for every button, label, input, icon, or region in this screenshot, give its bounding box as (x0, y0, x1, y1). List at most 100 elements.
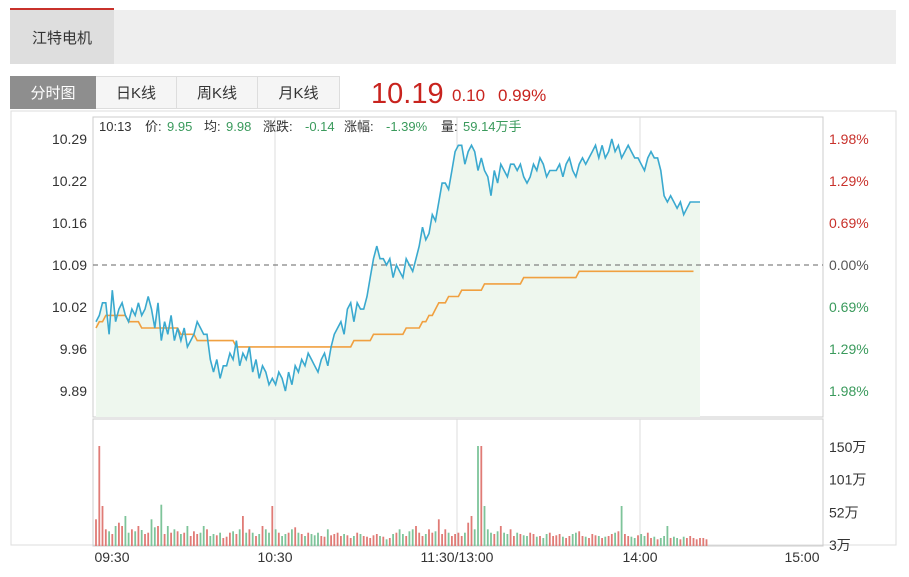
volume-bar (121, 526, 123, 546)
volume-bar (359, 534, 362, 546)
volume-bar (209, 536, 212, 546)
stock-name: 江特电机 (31, 29, 92, 47)
volume-bar (444, 529, 447, 546)
volume-bar (496, 531, 499, 546)
y-tick-right: 0.00% (829, 257, 869, 273)
stock-name-tab[interactable]: 江特电机 (10, 8, 114, 64)
volume-bar (679, 539, 682, 546)
y-tick-left: 9.96 (60, 341, 87, 357)
y-tick-right: 1.29% (829, 341, 869, 357)
volume-bar (418, 532, 421, 546)
volume-bar (666, 526, 669, 546)
info-change-label: 涨跌: (263, 119, 293, 134)
volume-bars (95, 446, 708, 546)
chart-frame (10, 110, 897, 546)
volume-bar (519, 534, 522, 546)
volume-bar (271, 506, 274, 546)
volume-bar (571, 534, 574, 546)
volume-bar (108, 531, 110, 546)
volume-bar (646, 532, 649, 546)
volume-bar (699, 538, 701, 546)
volume-bar (104, 529, 107, 546)
volume-pane-border (92, 418, 824, 547)
volume-bar (304, 536, 306, 546)
tab-monthly-k[interactable]: 月K线 (258, 76, 340, 109)
volume-tick: 3万 (829, 537, 851, 553)
y-tick-right: 1.98% (829, 383, 869, 399)
x-tick: 14:00 (622, 549, 657, 565)
volume-bar (597, 536, 600, 546)
x-tick: 09:30 (94, 549, 129, 565)
volume-bar (529, 532, 532, 546)
volume-bar (114, 526, 117, 546)
volume-bar (392, 534, 394, 546)
volume-bar (682, 536, 685, 546)
volume-bar (434, 531, 437, 546)
volume-bar (163, 534, 166, 546)
volume-bar (264, 529, 267, 546)
info-avg-label: 均: (204, 119, 221, 134)
volume-bar (186, 526, 189, 546)
tab-weekly-k[interactable]: 周K线 (177, 76, 258, 109)
y-tick-right: 0.69% (829, 299, 869, 315)
tab-intraday[interactable]: 分时图 (10, 76, 96, 109)
y-axis-labels: 10.29 1.98% 10.22 1.29% 10.16 0.69% 10.09 0.00%… (52, 131, 869, 399)
volume-bar (131, 529, 133, 546)
volume-bar (232, 531, 234, 546)
volume-bar (219, 532, 221, 546)
volume-bar (568, 536, 571, 546)
price-area-fill (96, 139, 700, 417)
volume-bar (637, 535, 639, 546)
volume-bar (310, 534, 313, 546)
volume-bar (673, 536, 675, 546)
volume-bar (343, 534, 345, 546)
volume-tick: 52万 (829, 504, 859, 520)
volume-bar (196, 534, 199, 546)
volume-bar (98, 446, 101, 546)
price-change: 0.10 (452, 86, 486, 105)
volume-bar (212, 534, 215, 546)
info-pct: -1.39% (386, 119, 428, 134)
volume-bar (340, 536, 342, 546)
volume-bar (118, 522, 120, 546)
volume-bar (411, 529, 414, 546)
volume-bar (437, 519, 440, 546)
volume-bar (686, 538, 688, 546)
x-tick: 10:30 (257, 549, 292, 565)
volume-bar (565, 538, 567, 546)
volume-bar (695, 539, 698, 546)
volume-bar (473, 529, 476, 546)
volume-bar (663, 536, 665, 546)
y-tick-left: 10.02 (52, 299, 87, 315)
volume-bar (255, 536, 257, 546)
volume-bar (274, 529, 277, 546)
tab-monthly-k-label: 月K线 (278, 85, 319, 102)
volume-bar (281, 536, 283, 546)
price-change-percent: 0.99% (498, 86, 547, 105)
x-tick: 11:30/13:00 (421, 549, 494, 565)
y-tick-right: 1.98% (829, 131, 869, 147)
y-tick-left: 10.09 (52, 257, 87, 273)
volume-bar (346, 535, 349, 546)
volume-bar (297, 532, 300, 546)
volume-bar (170, 532, 172, 546)
volume-bar (173, 529, 176, 546)
volume-bar (366, 536, 368, 546)
volume-bar (689, 536, 692, 546)
volume-bar (578, 531, 581, 546)
y-tick-right: 0.69% (829, 215, 869, 231)
volume-bar (353, 536, 355, 546)
info-price: 9.95 (167, 119, 192, 134)
tab-intraday-label: 分时图 (30, 85, 76, 102)
volume-bar (575, 532, 577, 546)
volume-bar (607, 536, 610, 546)
volume-bar (189, 536, 192, 546)
volume-bar (251, 532, 254, 546)
volume-bar (650, 538, 652, 546)
tab-daily-k[interactable]: 日K线 (96, 76, 177, 109)
volume-bar (558, 534, 561, 546)
volume-bar (248, 529, 251, 546)
volume-bar (140, 530, 143, 546)
volume-tick: 150万 (829, 439, 866, 455)
